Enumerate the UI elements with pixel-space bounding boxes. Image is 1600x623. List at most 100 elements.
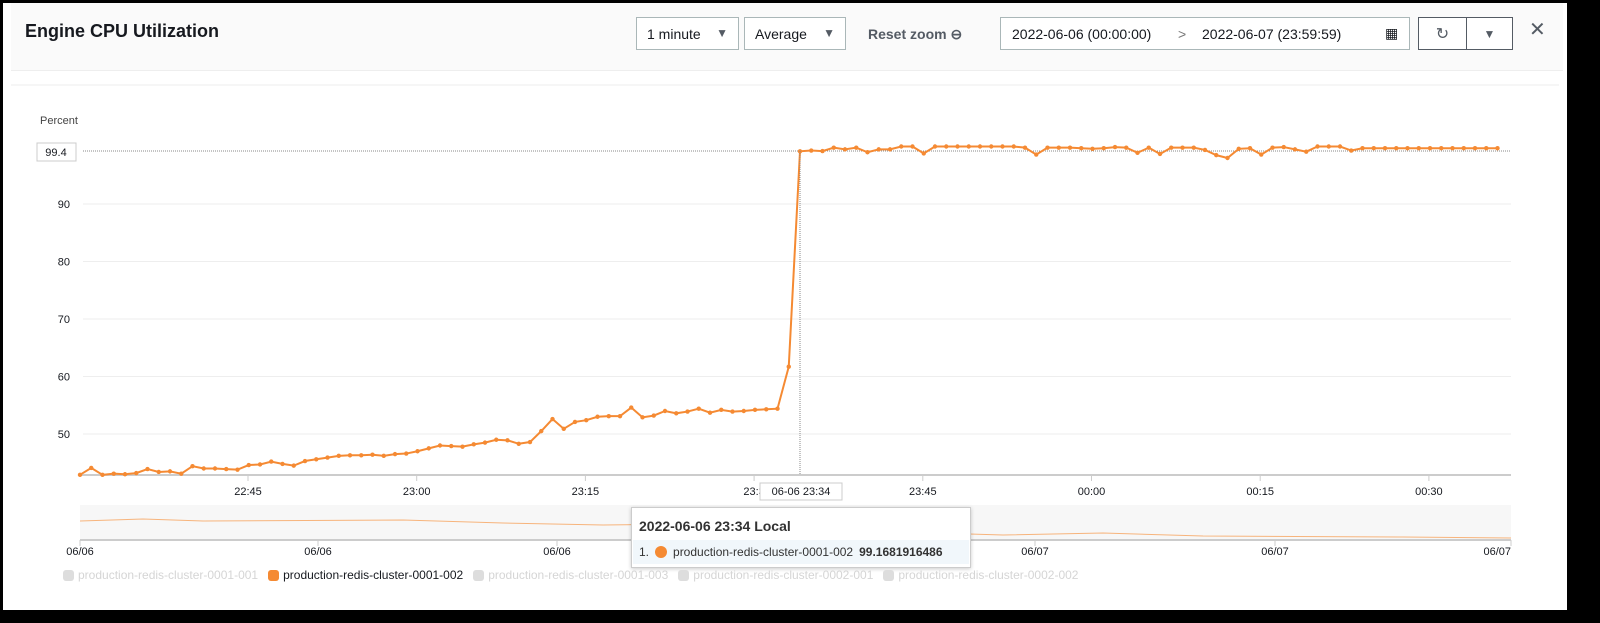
data-point[interactable] (1034, 152, 1039, 157)
data-point[interactable] (955, 144, 960, 149)
data-point[interactable] (1461, 146, 1466, 151)
calendar-icon[interactable]: ▦ (1385, 25, 1399, 41)
data-point[interactable] (1135, 150, 1140, 156)
data-point[interactable] (741, 408, 746, 414)
refresh-options-dropdown[interactable]: ▼ (1466, 17, 1513, 50)
data-point[interactable] (674, 411, 679, 416)
data-point[interactable] (1427, 146, 1433, 151)
data-point[interactable] (1169, 145, 1174, 150)
data-point[interactable] (719, 407, 724, 413)
data-point[interactable] (1124, 145, 1129, 150)
data-point[interactable] (426, 446, 431, 451)
data-point[interactable] (685, 409, 690, 414)
data-point[interactable] (707, 410, 713, 415)
date-range-picker[interactable]: 2022-06-06 (00:00:00) > 2022-06-07 (23:5… (1000, 17, 1410, 50)
data-point[interactable] (696, 406, 701, 411)
data-point[interactable] (1045, 145, 1050, 150)
data-point[interactable] (1247, 146, 1253, 151)
data-point[interactable] (1450, 146, 1455, 151)
data-point[interactable] (235, 467, 240, 472)
data-point[interactable] (280, 461, 285, 467)
data-point[interactable] (89, 465, 94, 471)
data-point[interactable] (1484, 146, 1489, 151)
data-point[interactable] (471, 442, 476, 447)
data-point[interactable] (449, 443, 454, 449)
data-point[interactable] (1259, 152, 1264, 157)
data-point[interactable] (111, 471, 116, 476)
data-point[interactable] (336, 453, 341, 459)
data-point[interactable] (584, 418, 589, 423)
data-point[interactable] (1191, 145, 1196, 150)
data-point[interactable] (1326, 144, 1331, 149)
data-point[interactable] (179, 471, 184, 476)
data-point[interactable] (1315, 144, 1320, 149)
data-point[interactable] (1079, 146, 1084, 151)
data-point[interactable] (325, 455, 330, 460)
data-point[interactable] (539, 428, 544, 434)
data-point[interactable] (1495, 146, 1500, 151)
close-icon[interactable]: ✕ (1529, 19, 1546, 41)
data-point[interactable] (1101, 146, 1106, 151)
data-point[interactable] (437, 443, 443, 448)
data-point[interactable] (1056, 145, 1061, 150)
data-point[interactable] (1337, 144, 1343, 149)
legend-item[interactable]: production-redis-cluster-0001-002 (268, 568, 463, 582)
data-point[interactable] (1281, 144, 1286, 150)
data-point[interactable] (1214, 152, 1219, 158)
data-point[interactable] (212, 466, 218, 471)
data-point[interactable] (314, 457, 319, 462)
data-point[interactable] (201, 466, 206, 471)
reset-zoom-button[interactable]: Reset zoom ⊖ (868, 26, 962, 43)
data-point[interactable] (167, 469, 173, 474)
data-point[interactable] (527, 439, 533, 445)
data-point[interactable] (359, 453, 364, 458)
data-point[interactable] (1000, 144, 1005, 149)
data-point[interactable] (1112, 144, 1118, 150)
data-point[interactable] (1349, 148, 1354, 153)
period-select[interactable]: 1 minute ▼ (636, 17, 739, 50)
data-point[interactable] (550, 416, 555, 422)
data-point[interactable] (134, 470, 139, 476)
data-point[interactable] (854, 145, 859, 150)
data-point[interactable] (752, 407, 758, 413)
data-point[interactable] (887, 147, 893, 152)
data-point[interactable] (1157, 151, 1163, 157)
data-point[interactable] (1067, 145, 1073, 150)
data-point[interactable] (269, 459, 274, 464)
data-point[interactable] (190, 464, 195, 469)
data-point[interactable] (764, 407, 769, 412)
data-point[interactable] (640, 415, 645, 420)
data-point[interactable] (1439, 146, 1444, 151)
data-point[interactable] (1405, 146, 1410, 151)
data-point[interactable] (370, 452, 375, 457)
data-point[interactable] (1382, 146, 1388, 151)
data-point[interactable] (831, 145, 836, 150)
data-point[interactable] (1011, 144, 1016, 149)
data-point[interactable] (775, 406, 780, 411)
data-point[interactable] (347, 453, 353, 458)
data-point[interactable] (865, 150, 870, 155)
legend-item[interactable]: production-redis-cluster-0002-001 (678, 568, 873, 582)
data-point[interactable] (662, 408, 668, 414)
data-point[interactable] (1146, 145, 1151, 150)
data-point[interactable] (246, 462, 251, 468)
data-point[interactable] (932, 144, 938, 149)
data-point[interactable] (460, 444, 465, 449)
data-point[interactable] (1236, 146, 1241, 151)
statistic-select[interactable]: Average ▼ (744, 17, 846, 50)
data-point[interactable] (1090, 146, 1095, 151)
data-point[interactable] (392, 451, 398, 457)
data-point[interactable] (505, 438, 510, 443)
data-point[interactable] (381, 453, 386, 459)
data-point[interactable] (921, 151, 926, 156)
data-point[interactable] (910, 144, 915, 149)
data-point[interactable] (595, 414, 600, 419)
data-point[interactable] (820, 148, 825, 154)
data-point[interactable] (145, 466, 150, 472)
data-point[interactable] (899, 144, 904, 149)
data-point[interactable] (1225, 155, 1230, 161)
data-point[interactable] (944, 144, 949, 149)
data-point[interactable] (1304, 149, 1309, 154)
data-point[interactable] (876, 147, 881, 152)
data-point[interactable] (1270, 145, 1275, 150)
